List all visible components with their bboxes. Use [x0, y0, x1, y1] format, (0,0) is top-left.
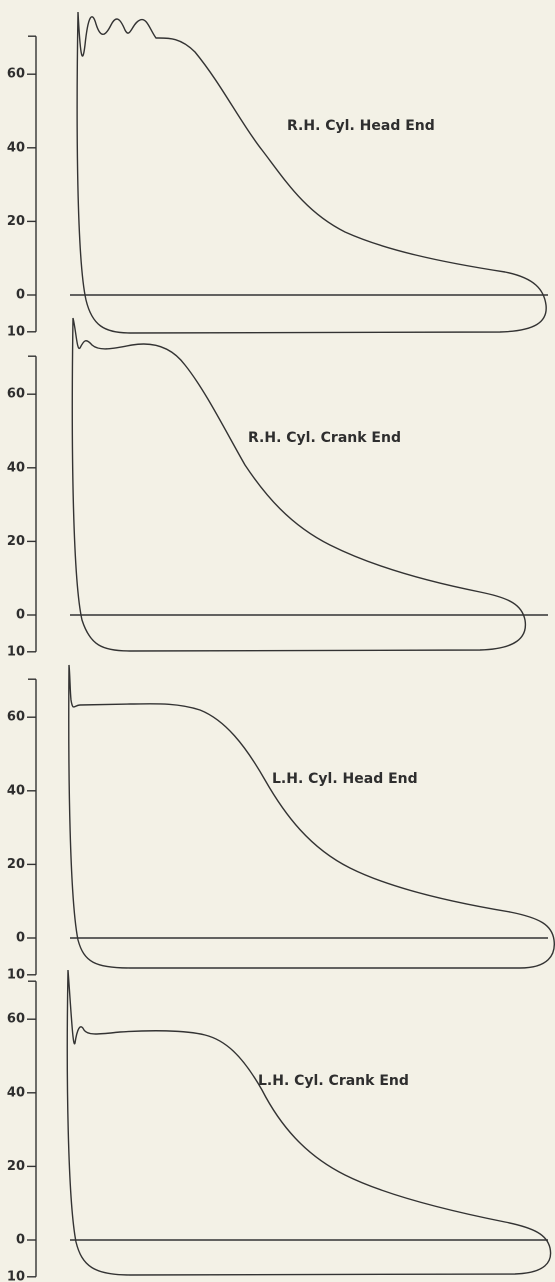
y-tick-label: 40 — [7, 1085, 25, 1100]
y-tick-label: 0 — [16, 931, 25, 946]
y-tick-label: 10 — [7, 324, 25, 339]
indicator-card — [66, 969, 552, 1276]
y-tick-label: 10 — [7, 1269, 25, 1282]
y-tick-label: 60 — [7, 1012, 25, 1027]
y-tick-label: 0 — [16, 1233, 25, 1248]
y-tick-label: 40 — [7, 460, 25, 475]
indicator-card — [68, 664, 555, 969]
panel-label: L.H. Cyl. Head End — [272, 771, 418, 787]
y-tick-label: 0 — [16, 608, 25, 623]
panel-label: R.H. Cyl. Head End — [287, 118, 435, 134]
y-tick-label: 20 — [7, 534, 25, 549]
y-tick-label: 60 — [7, 67, 25, 82]
y-tick-label: 20 — [7, 857, 25, 872]
y-tick-label: 60 — [7, 710, 25, 725]
y-tick-label: 10 — [7, 967, 25, 982]
y-tick-label: 60 — [7, 387, 25, 402]
panel-label: R.H. Cyl. Crank End — [248, 430, 401, 446]
y-tick-label: 20 — [7, 214, 25, 229]
indicator-card — [71, 317, 527, 652]
panel-label: L.H. Cyl. Crank End — [258, 1073, 409, 1089]
indicator-card — [76, 11, 547, 334]
y-tick-label: 40 — [7, 140, 25, 155]
y-tick-label: 0 — [16, 288, 25, 303]
y-tick-label: 10 — [7, 644, 25, 659]
y-tick-label: 40 — [7, 783, 25, 798]
y-tick-label: 20 — [7, 1159, 25, 1174]
